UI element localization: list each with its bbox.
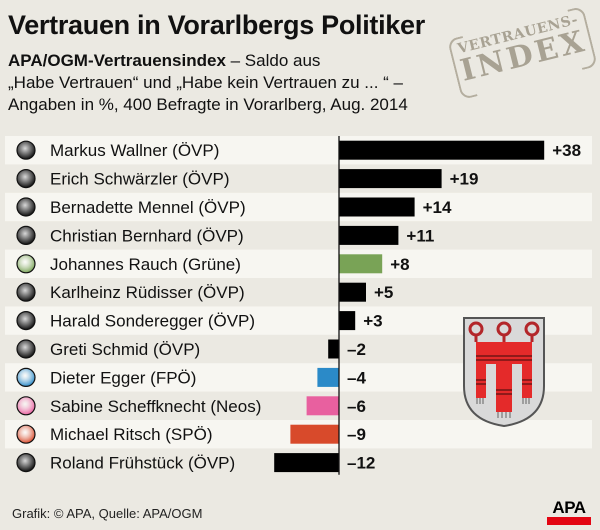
party-dot-ovp — [16, 140, 36, 160]
category-label: Karlheinz Rüdisser (ÖVP) — [50, 283, 245, 302]
party-dot-ovp — [16, 225, 36, 245]
subtitle-index-name: APA/OGM-Vertrauensindex — [8, 51, 226, 70]
subtitle-line-2: „Habe Vertrauen“ und „Habe kein Vertraue… — [8, 73, 404, 92]
bar — [290, 424, 339, 444]
category-label: Dieter Egger (FPÖ) — [50, 368, 196, 387]
category-label: Erich Schwärzler (ÖVP) — [50, 170, 229, 189]
party-dot-gruene — [16, 254, 36, 274]
subtitle-saldo: – Saldo aus — [225, 51, 321, 70]
apa-logo-text: APA — [552, 498, 586, 517]
bar — [339, 197, 415, 217]
value-label: +8 — [390, 255, 409, 274]
value-label: –4 — [347, 368, 366, 387]
subtitle-line-3: Angaben in %, 400 Befragte in Vorarlberg… — [8, 95, 408, 114]
party-dot-neos — [16, 396, 36, 416]
bar — [339, 140, 545, 160]
party-dot-ovp — [16, 282, 36, 302]
value-label: –9 — [347, 425, 366, 444]
chart-title: Vertrauen in Vorarlbergs Politiker — [8, 10, 425, 40]
bar — [339, 282, 366, 302]
bar — [306, 396, 339, 416]
category-label: Greti Schmid (ÖVP) — [50, 340, 200, 359]
party-dot-fpo — [16, 367, 36, 387]
category-label: Bernadette Mennel (ÖVP) — [50, 198, 246, 217]
bar — [317, 367, 339, 387]
category-label: Markus Wallner (ÖVP) — [50, 141, 219, 160]
category-label: Michael Ritsch (SPÖ) — [50, 425, 212, 444]
bar — [339, 311, 356, 331]
bar — [274, 453, 339, 473]
party-dot-ovp — [16, 339, 36, 359]
category-label: Johannes Rauch (Grüne) — [50, 255, 241, 274]
row-band — [5, 192, 592, 222]
value-label: +5 — [374, 283, 393, 302]
value-label: +14 — [423, 198, 452, 217]
value-label: –12 — [347, 454, 375, 473]
value-label: –6 — [347, 397, 366, 416]
source-credit: Grafik: © APA, Quelle: APA/OGM — [12, 506, 203, 521]
chart-subtitle: APA/OGM-Vertrauensindex – Saldo aus „Hab… — [8, 50, 478, 116]
category-label: Sabine Scheffknecht (Neos) — [50, 397, 261, 416]
value-label: +38 — [552, 141, 581, 160]
party-dot-ovp — [16, 453, 36, 473]
category-label: Roland Frühstück (ÖVP) — [50, 454, 235, 473]
category-label: Christian Bernhard (ÖVP) — [50, 226, 244, 245]
bar — [339, 169, 442, 189]
row-band — [5, 249, 592, 278]
party-dot-ovp — [16, 197, 36, 217]
apa-logo: APA — [547, 499, 591, 525]
party-dot-ovp — [16, 311, 36, 331]
apa-logo-bar — [547, 517, 591, 525]
party-dot-ovp — [16, 169, 36, 189]
value-label: +19 — [450, 170, 479, 189]
bar — [339, 225, 399, 245]
value-label: +3 — [363, 312, 382, 331]
bar — [328, 339, 339, 359]
party-dot-spo — [16, 424, 36, 444]
value-label: +11 — [406, 226, 434, 245]
vorarlberg-coat-of-arms-icon — [463, 317, 545, 428]
bar — [339, 254, 383, 274]
category-label: Harald Sonderegger (ÖVP) — [50, 312, 255, 331]
value-label: –2 — [347, 340, 366, 359]
